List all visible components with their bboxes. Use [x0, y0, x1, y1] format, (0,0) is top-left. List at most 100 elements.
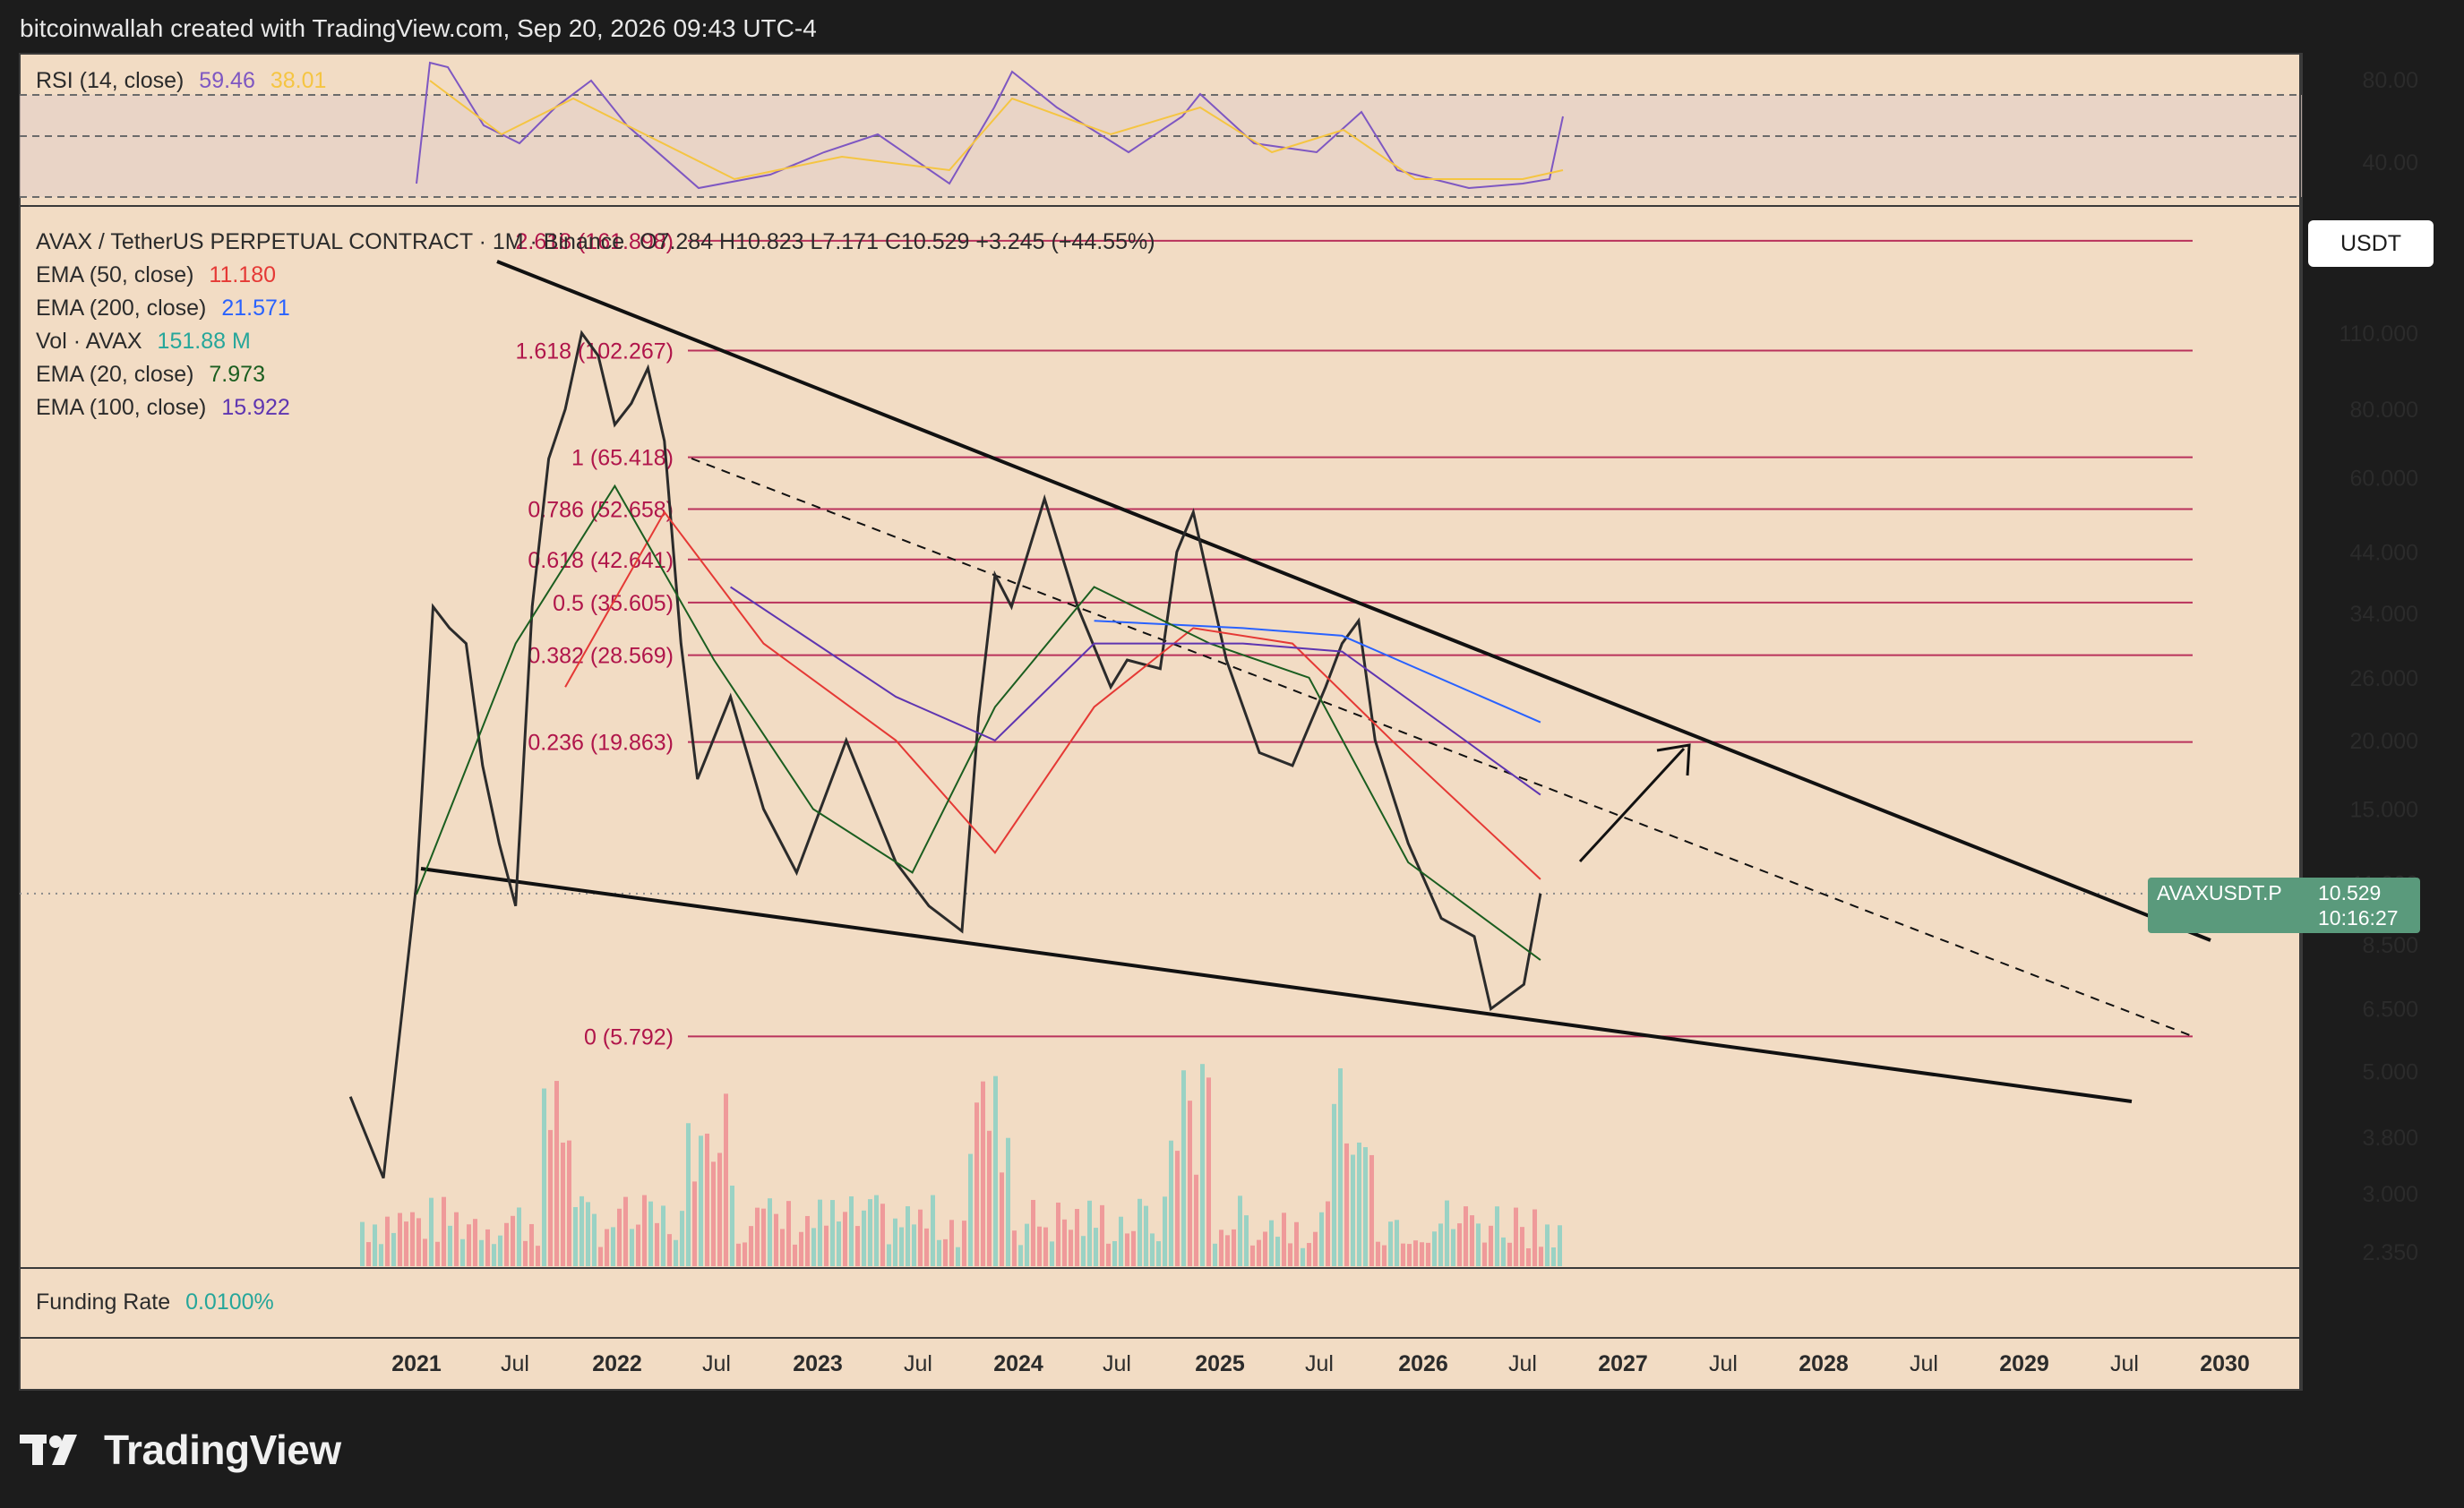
volume-bar [1432, 1231, 1437, 1266]
volume-bar [837, 1221, 841, 1266]
volume-bar [511, 1215, 515, 1266]
volume-bar [1382, 1245, 1387, 1266]
indicator-value: 151.88 M [157, 329, 251, 354]
time-axis-tick: 2028 [1799, 1351, 1849, 1376]
volume-bar [686, 1123, 691, 1266]
rsi-axis-tick: 80.00 [2362, 68, 2418, 93]
volume-bar [1056, 1202, 1060, 1266]
volume-bar [1100, 1204, 1104, 1266]
volume-bar [473, 1219, 477, 1266]
currency-selector[interactable]: USDT [2308, 220, 2434, 267]
indicator-value: 11.180 [209, 262, 277, 287]
indicator-legend-4[interactable]: EMA (100, close) 15.922 [36, 395, 290, 421]
volume-bar [548, 1129, 553, 1266]
volume-bar [630, 1229, 634, 1266]
volume-bar [1131, 1230, 1136, 1266]
volume-bar [811, 1228, 816, 1266]
volume-bar [592, 1213, 597, 1266]
time-axis-tick: Jul [2110, 1351, 2139, 1376]
volume-bar [1194, 1174, 1198, 1266]
price-axis-tick: 44.000 [2350, 540, 2418, 565]
volume-bar [1263, 1231, 1267, 1266]
volume-bar [912, 1224, 916, 1266]
volume-bar [974, 1102, 979, 1266]
volume-bar [1257, 1239, 1261, 1266]
volume-bar [1344, 1143, 1349, 1266]
volume-bar [717, 1152, 722, 1266]
volume-bar [1018, 1245, 1023, 1266]
volume-bar [1025, 1223, 1029, 1266]
volume-bar [1050, 1241, 1054, 1266]
ema-line [1094, 620, 1541, 724]
price-axis-tick: 8.500 [2362, 933, 2418, 958]
lower-trendline [420, 867, 2133, 1103]
volume-bar [1119, 1216, 1123, 1266]
volume-bar [949, 1220, 954, 1266]
volume-bar [1094, 1228, 1098, 1266]
indicator-legend-0[interactable]: EMA (50, close) 11.180 [36, 262, 276, 288]
volume-bar [1206, 1077, 1211, 1266]
volume-bar [981, 1081, 985, 1266]
volume-bar [1081, 1236, 1086, 1266]
price-tag-countdown: 10:16:27 [2318, 906, 2399, 930]
volume-bar [460, 1238, 465, 1266]
volume-bar [1275, 1237, 1280, 1266]
volume-bar [1326, 1201, 1330, 1266]
chart-attribution: bitcoinwallah created with TradingView.c… [20, 14, 817, 42]
price-axis-tick: 15.000 [2350, 798, 2418, 823]
rsi-ma-value: 38.01 [270, 68, 327, 93]
funding-pane[interactable] [19, 1267, 2303, 1339]
price-axis-tick: 26.000 [2350, 666, 2418, 691]
time-axis-tick: 2029 [1999, 1351, 2049, 1376]
breakout-arrow-shaft [1578, 747, 1686, 863]
volume-bar [398, 1212, 402, 1266]
volume-bar [893, 1218, 897, 1266]
volume-bar [1075, 1209, 1079, 1266]
volume-bar [573, 1207, 578, 1266]
volume-bar [410, 1212, 415, 1266]
volume-bar [1238, 1195, 1242, 1266]
tradingview-logo[interactable]: TradingView [20, 1426, 341, 1474]
price-axis-tick: 5.000 [2362, 1060, 2418, 1085]
time-axis-tick: 2021 [391, 1351, 442, 1376]
volume-bar [1376, 1241, 1380, 1266]
volume-bar [862, 1210, 866, 1266]
volume-bar [391, 1232, 396, 1266]
volume-bar [680, 1211, 684, 1266]
volume-bar [1526, 1247, 1531, 1266]
volume-bar [1413, 1240, 1418, 1266]
price-axis-tick: 3.800 [2362, 1126, 2418, 1151]
volume-bar [906, 1206, 910, 1266]
volume-bar [1062, 1219, 1067, 1266]
volume-bar [692, 1181, 697, 1266]
volume-bar [1457, 1223, 1462, 1266]
volume-bar [517, 1207, 521, 1266]
volume-bar [1125, 1233, 1129, 1266]
volume-bar [868, 1199, 872, 1266]
time-axis-tick: Jul [1305, 1351, 1334, 1376]
indicator-legend-2[interactable]: Vol · AVAX 151.88 M [36, 329, 251, 355]
volume-bar [830, 1200, 835, 1266]
indicator-label: EMA (100, close) [36, 395, 207, 420]
volume-bar [1188, 1101, 1192, 1266]
volume-bar [968, 1153, 973, 1266]
volume-bar [793, 1244, 797, 1266]
volume-bar [1156, 1241, 1161, 1266]
price-pane[interactable] [19, 205, 2303, 1269]
time-axis-tick: 2022 [592, 1351, 642, 1376]
price-axis-tick: 2.350 [2362, 1240, 2418, 1265]
volume-bar [761, 1208, 766, 1266]
volume-bar [1043, 1227, 1048, 1266]
rsi-label: RSI (14, close) [36, 68, 185, 93]
volume-bar [887, 1244, 891, 1266]
volume-bar [1138, 1198, 1142, 1266]
volume-bar [580, 1195, 584, 1266]
indicator-legend-3[interactable]: EMA (20, close) 7.973 [36, 362, 265, 388]
volume-bar [1464, 1206, 1468, 1266]
breakout-arrow-head [1656, 743, 1691, 776]
time-axis[interactable] [19, 1337, 2303, 1391]
volume-bar [1031, 1199, 1035, 1266]
indicator-legend-1[interactable]: EMA (200, close) 21.571 [36, 296, 290, 321]
price-axis-tick: 34.000 [2350, 602, 2418, 627]
volume-bar [1163, 1196, 1167, 1266]
